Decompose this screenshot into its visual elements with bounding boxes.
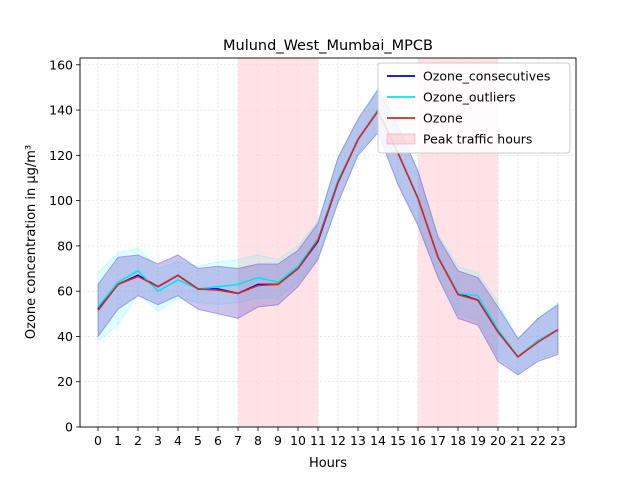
x-tick-label: 18 bbox=[450, 433, 466, 448]
x-tick-label: 14 bbox=[370, 433, 386, 448]
legend-label: Ozone bbox=[423, 111, 463, 126]
x-tick-label: 10 bbox=[290, 433, 306, 448]
y-tick-label: 120 bbox=[49, 148, 73, 163]
y-tick-label: 100 bbox=[49, 193, 73, 208]
x-tick-label: 17 bbox=[430, 433, 446, 448]
chart-title: Mulund_West_Mumbai_MPCB bbox=[223, 38, 433, 54]
x-tick-label: 11 bbox=[310, 433, 326, 448]
x-tick-label: 15 bbox=[390, 433, 406, 448]
x-axis-label: Hours bbox=[309, 456, 347, 471]
y-tick-label: 160 bbox=[49, 57, 73, 72]
x-tick-label: 19 bbox=[470, 433, 486, 448]
x-tick-label: 7 bbox=[234, 433, 242, 448]
legend-label: Ozone_consecutives bbox=[423, 69, 550, 84]
legend-label: Ozone_outliers bbox=[423, 90, 516, 105]
legend-swatch bbox=[386, 133, 416, 145]
x-tick-label: 13 bbox=[350, 433, 366, 448]
x-tick-label: 5 bbox=[194, 433, 202, 448]
x-tick-label: 23 bbox=[550, 433, 566, 448]
x-tick-label: 8 bbox=[254, 433, 262, 448]
legend: Ozone_consecutives Ozone_outliers Ozone Pea… bbox=[377, 62, 571, 154]
ozone-consecutives-band bbox=[97, 88, 559, 376]
x-tick-label: 16 bbox=[410, 433, 426, 448]
y-tick-label: 80 bbox=[57, 238, 73, 253]
x-tick-label: 20 bbox=[490, 433, 506, 448]
x-tick-label: 3 bbox=[154, 433, 162, 448]
x-tick-label: 6 bbox=[214, 433, 222, 448]
y-tick-label: 60 bbox=[57, 284, 73, 299]
legend-box bbox=[377, 62, 571, 154]
ozone-line bbox=[97, 109, 559, 358]
y-tick-label: 40 bbox=[57, 329, 73, 344]
x-tick-label: 21 bbox=[510, 433, 526, 448]
y-tick-label: 0 bbox=[65, 420, 73, 435]
y-tick-label: 140 bbox=[49, 103, 73, 118]
x-tick-label: 12 bbox=[330, 433, 346, 448]
x-tick-label: 4 bbox=[174, 433, 182, 448]
y-tick-label: 20 bbox=[57, 374, 73, 389]
x-tick-label: 1 bbox=[114, 433, 122, 448]
plot-frame bbox=[79, 57, 577, 428]
x-tick-label: 2 bbox=[134, 433, 142, 448]
y-axis-label: Ozone concentration in µg/m³ bbox=[24, 145, 39, 339]
x-tick-label: 0 bbox=[94, 433, 102, 448]
x-tick-label: 22 bbox=[530, 433, 546, 448]
x-tick-label: 9 bbox=[274, 433, 282, 448]
legend-label: Peak traffic hours bbox=[423, 132, 532, 147]
